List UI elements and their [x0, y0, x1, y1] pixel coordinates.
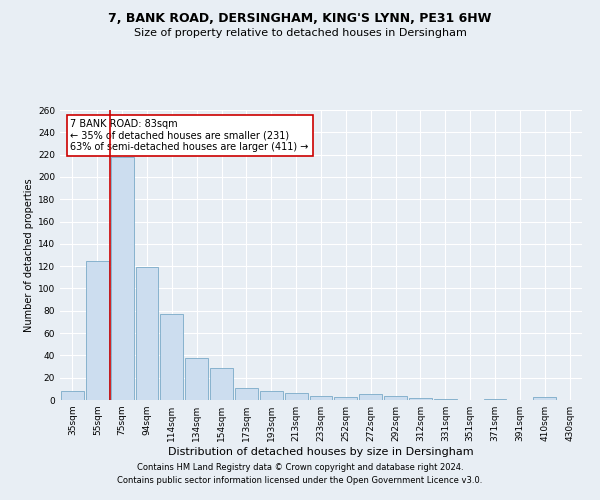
Text: 7 BANK ROAD: 83sqm
← 35% of detached houses are smaller (231)
63% of semi-detach: 7 BANK ROAD: 83sqm ← 35% of detached hou… — [70, 118, 309, 152]
Bar — [86, 260, 109, 400]
Bar — [484, 399, 506, 400]
Bar — [533, 396, 556, 400]
Bar — [111, 157, 134, 400]
Bar — [61, 391, 84, 400]
Bar — [285, 394, 308, 400]
Bar — [434, 399, 457, 400]
Text: Contains public sector information licensed under the Open Government Licence v3: Contains public sector information licen… — [118, 476, 482, 485]
Bar — [334, 396, 357, 400]
Bar — [409, 398, 432, 400]
Bar — [210, 368, 233, 400]
Bar — [260, 391, 283, 400]
Bar — [359, 394, 382, 400]
Text: 7, BANK ROAD, DERSINGHAM, KING'S LYNN, PE31 6HW: 7, BANK ROAD, DERSINGHAM, KING'S LYNN, P… — [109, 12, 491, 26]
Bar — [235, 388, 258, 400]
Bar — [384, 396, 407, 400]
Bar — [160, 314, 183, 400]
Bar — [310, 396, 332, 400]
X-axis label: Distribution of detached houses by size in Dersingham: Distribution of detached houses by size … — [168, 447, 474, 457]
Text: Size of property relative to detached houses in Dersingham: Size of property relative to detached ho… — [134, 28, 466, 38]
Text: Contains HM Land Registry data © Crown copyright and database right 2024.: Contains HM Land Registry data © Crown c… — [137, 464, 463, 472]
Y-axis label: Number of detached properties: Number of detached properties — [24, 178, 34, 332]
Bar — [185, 358, 208, 400]
Bar — [136, 268, 158, 400]
